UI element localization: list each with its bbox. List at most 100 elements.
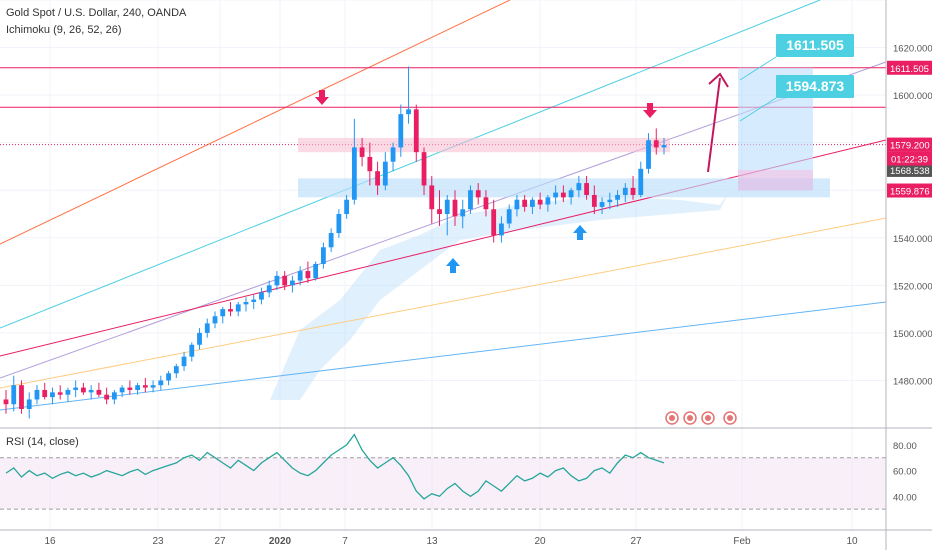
candle-body (142, 385, 148, 388)
target-label-text: 1594.873 (786, 78, 845, 94)
candle-body (297, 271, 303, 281)
candle-body (646, 140, 651, 169)
trend-line (0, 301, 887, 411)
time-tick-label: 27 (630, 536, 642, 547)
candle-body (421, 152, 427, 186)
candle-body (584, 183, 589, 195)
time-tick-label: 10 (846, 536, 858, 547)
candle-body (81, 387, 86, 393)
candle-body (235, 304, 241, 312)
trend-line (0, 0, 821, 329)
arrow-down-icon (315, 90, 329, 105)
candle-body (522, 199, 528, 207)
projection-arrow-line (707, 77, 721, 173)
price-tag (887, 183, 932, 198)
candle-body (568, 190, 574, 198)
candle-body (336, 214, 342, 234)
candle-body (560, 192, 566, 198)
time-tick-label: 20 (534, 536, 546, 547)
rsi-pane (0, 433, 886, 510)
candle-body (468, 190, 473, 210)
candle-body (11, 385, 17, 405)
candle-body (150, 385, 156, 388)
candle-body (204, 323, 210, 333)
candle-body (491, 209, 497, 236)
event-flag-icon (705, 415, 711, 421)
candle-body (460, 209, 466, 217)
candle-body (622, 187, 628, 195)
candle-body (615, 194, 620, 200)
candle-body (19, 385, 24, 409)
rsi-tick-label: 40.00 (893, 492, 917, 503)
candle-body (259, 292, 264, 300)
price-tick-label: 1500.000 (893, 329, 932, 340)
candle-body (57, 392, 63, 395)
candle-body (73, 387, 79, 390)
candle-body (553, 192, 559, 198)
candle-body (375, 171, 380, 186)
candle-body (437, 209, 442, 214)
candle-body (653, 140, 659, 148)
candle-body (127, 387, 133, 390)
candle-body (166, 373, 171, 381)
price-tag (887, 60, 932, 75)
candles (3, 66, 667, 419)
candle-body (607, 199, 613, 203)
rsi-label: RSI (14, close) (6, 436, 79, 448)
candle-body (576, 183, 582, 191)
candle-body (367, 156, 373, 172)
projection-arrow-icon (708, 72, 729, 88)
target-leader-line (739, 97, 777, 122)
candle-body (266, 285, 272, 293)
candle-body (135, 385, 140, 390)
candle-body (344, 199, 350, 214)
candle-body (514, 199, 520, 210)
candle-body (320, 247, 326, 264)
candle-body (444, 199, 450, 214)
candle-body (274, 275, 280, 286)
price-tick-label: 1540.000 (893, 234, 932, 245)
time-tick-label: 2020 (269, 536, 292, 547)
candle-body (220, 309, 226, 317)
candle-body (50, 392, 55, 398)
candle-body (328, 233, 334, 248)
candle-body (290, 280, 295, 286)
target-leader-line (739, 56, 777, 81)
candle-body (251, 299, 257, 302)
candle-body (173, 366, 179, 374)
trend-line (0, 217, 887, 389)
indicator-label: Ichimoku (9, 26, 52, 26) (6, 24, 122, 36)
candle-body (189, 344, 195, 357)
candle-body (638, 168, 644, 195)
candle-body (111, 392, 117, 400)
target-label-text: 1611.505 (786, 37, 844, 53)
time-tick-label: Feb (733, 536, 751, 547)
price-tick-label: 1600.000 (893, 91, 932, 102)
event-flag-icon (727, 415, 733, 421)
candle-body (390, 147, 396, 162)
candle-body (313, 263, 319, 279)
candle-body (475, 190, 481, 198)
rsi-line (5, 433, 665, 500)
price-tag (887, 137, 932, 152)
candle-body (88, 389, 94, 393)
candle-body (197, 332, 202, 345)
arrow-down-icon (643, 103, 657, 118)
candle-body (413, 109, 419, 153)
candle-body (382, 161, 388, 186)
annotations: 1611.505 1594.873 (315, 34, 854, 425)
price-tick-label: 1520.000 (893, 281, 932, 292)
target-label-box (776, 34, 854, 57)
time-tick-label: 27 (214, 536, 226, 547)
chart-title: Gold Spot / U.S. Dollar, 240, OANDA (6, 7, 187, 19)
candle-body (243, 301, 249, 305)
candle-body (630, 187, 636, 195)
stop-box (738, 169, 813, 191)
candle-body (483, 197, 489, 210)
event-flag-icon (669, 415, 675, 421)
candle-body (452, 199, 458, 217)
candle-body (104, 394, 110, 400)
